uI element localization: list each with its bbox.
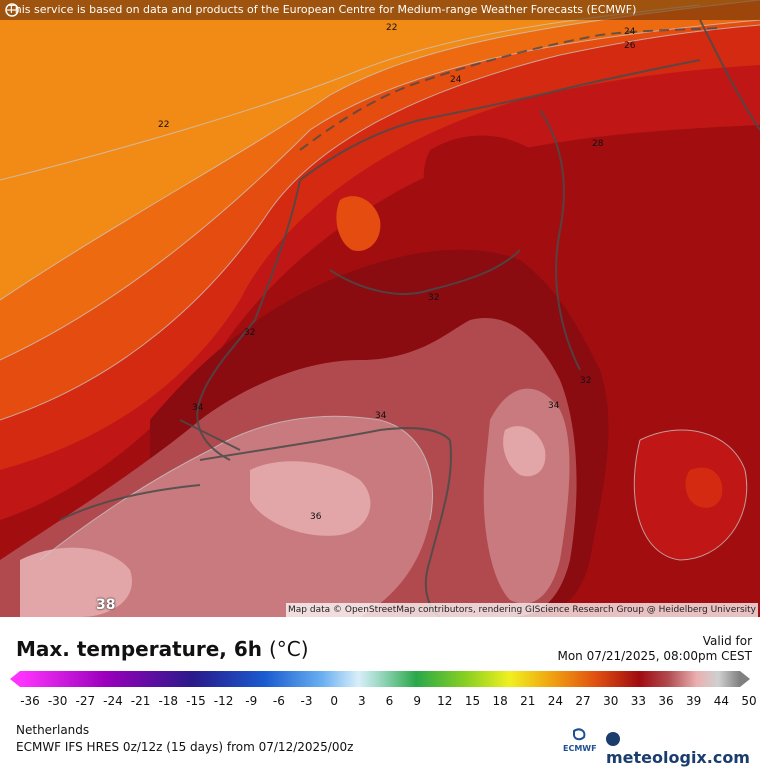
- ecmwf-logo-text: ECMWF: [563, 744, 597, 753]
- contour-label: 26: [624, 41, 636, 51]
- scale-tick-label: 27: [575, 694, 591, 708]
- contour-label: 32: [580, 376, 591, 386]
- scale-tick-label: -3: [300, 694, 313, 708]
- isotherm-lines: [0, 0, 760, 561]
- meteologix-icon: [606, 732, 620, 746]
- scale-tick-label: -6: [272, 694, 285, 708]
- scale-left-arrow: [10, 671, 20, 687]
- scale-tick-label: 21: [520, 694, 536, 708]
- scale-tick-label: 39: [686, 694, 702, 708]
- scale-tick-label: 24: [547, 694, 564, 708]
- contour-label: 36: [310, 512, 322, 522]
- cool-pocket: [336, 196, 381, 251]
- legend-panel: Max. temperature, 6h (°C) Valid for Mon …: [0, 617, 760, 767]
- scale-tick-label: -15: [186, 694, 206, 708]
- band-36b: [483, 388, 570, 604]
- color-scale: [10, 671, 750, 687]
- scale-tick-label: -30: [47, 694, 68, 708]
- title-text: Max. temperature, 6h: [16, 637, 263, 661]
- warm-patch-ne: [423, 135, 566, 242]
- contour-label: 24: [624, 27, 636, 37]
- scale-tick-label: 3: [358, 694, 366, 708]
- scale-tick-label: -24: [103, 694, 123, 708]
- scale-tick-label: -27: [75, 694, 96, 708]
- contour-label: 32: [244, 328, 255, 338]
- contour-label: 22: [158, 120, 169, 130]
- map-credit[interactable]: Map data © OpenStreetMap contributors, r…: [286, 603, 758, 617]
- contour-label: 34: [375, 411, 387, 421]
- contour-label: 34: [548, 401, 560, 411]
- region-name: Netherlands: [16, 723, 90, 737]
- scale-tick-label: 50: [741, 694, 757, 708]
- scale-tick-label: 30: [603, 694, 619, 708]
- scale-tick-label: 12: [437, 694, 453, 708]
- scale-tick-label: 15: [464, 694, 481, 708]
- corner-value: 38: [96, 597, 116, 613]
- scale-tick-label: 44: [713, 694, 729, 708]
- map-area[interactable]: 22 22 24 24 26 28 32 34 34 34 36 32 32 T…: [0, 0, 760, 617]
- frisian-islands: [299, 27, 721, 151]
- scale-tick-label: -12: [213, 694, 234, 708]
- scale-tick-label: -36: [20, 694, 40, 708]
- scale-tick-label: 0: [330, 694, 339, 708]
- temperature-map: 22 22 24 24 26 28 32 34 34 34 36 32 32: [0, 0, 760, 617]
- model-info: ECMWF IFS HRES 0z/12z (15 days) from 07/…: [16, 740, 354, 754]
- contour-labels: 22 22 24 24 26 28 32 34 34 34 36 32 32: [158, 23, 636, 522]
- contour-label: 32: [428, 293, 439, 303]
- scale-tick-label: 18: [492, 694, 508, 708]
- meteologix-logo[interactable]: meteologix.com: [606, 729, 760, 767]
- scale-tick-label: 9: [413, 694, 421, 708]
- contour-label: 34: [192, 403, 204, 413]
- scale-tick-label: 6: [385, 694, 394, 708]
- scale-tick-label: 33: [630, 694, 647, 708]
- contour-label: 22: [386, 23, 397, 33]
- title-unit: (°C): [268, 637, 309, 661]
- scale-ticks: -36 -30 -27 -24 -21 -18 -15 -12 -9 -6 -3 0 3 6 9 12 15 18…: [0, 694, 760, 710]
- ecmwf-notice: This service is based on data and produc…: [8, 3, 637, 16]
- map-title: Max. temperature, 6h (°C): [16, 637, 309, 661]
- scale-tick-label: 36: [658, 694, 674, 708]
- band-38b: [20, 547, 132, 617]
- scale-tick-label: -9: [245, 694, 258, 708]
- band-38c: [503, 426, 546, 477]
- band-36a: [40, 416, 433, 617]
- valid-time: Mon 07/21/2025, 08:00pm CEST: [557, 649, 752, 663]
- ecmwf-logo-icon: [573, 728, 586, 741]
- contour-label: 24: [450, 75, 462, 85]
- scale-tick-label: -21: [130, 694, 151, 708]
- scale-right-arrow: [740, 671, 750, 687]
- scale-tick-label: -18: [158, 694, 179, 708]
- contour-label: 28: [592, 139, 604, 149]
- valid-label: Valid for: [702, 634, 752, 648]
- ecmwf-mini-icon: [5, 3, 19, 17]
- band-38: [250, 461, 371, 536]
- ecmwf-notice-bar: This service is based on data and produc…: [0, 0, 760, 20]
- scale-bar: [20, 671, 740, 687]
- brand-text: meteologix.com: [606, 748, 750, 767]
- hot-spot-east-core: [685, 467, 723, 508]
